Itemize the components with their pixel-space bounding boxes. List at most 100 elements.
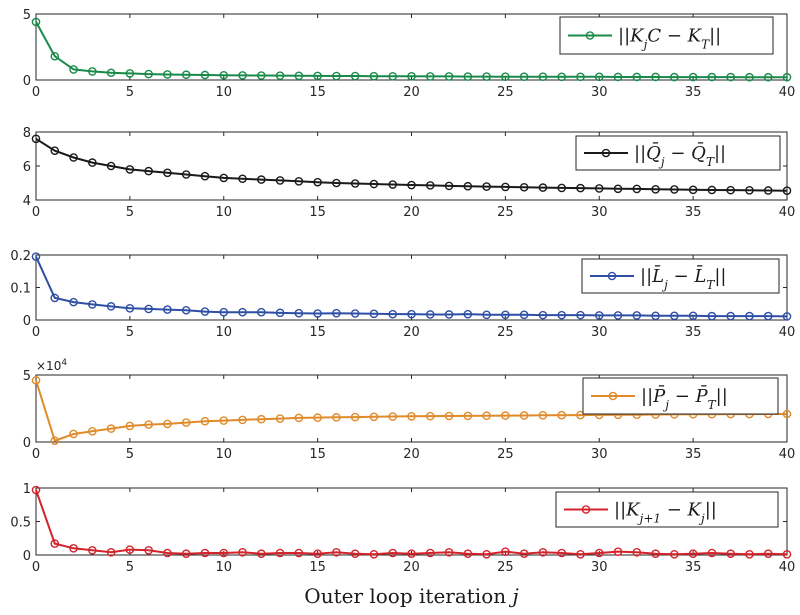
data-point <box>388 72 398 81</box>
x-tick-label: 30 <box>591 325 608 340</box>
data-point <box>632 72 642 82</box>
data-point <box>181 70 191 80</box>
data-point <box>31 134 41 144</box>
data-point <box>369 179 379 189</box>
data-point <box>763 186 773 195</box>
data-point <box>519 411 529 420</box>
data-point <box>200 171 210 181</box>
y-tick-label: 0 <box>23 436 31 451</box>
data-point <box>50 436 60 445</box>
data-point <box>294 548 304 558</box>
data-point <box>275 414 285 423</box>
data-point <box>782 72 792 82</box>
data-point <box>594 72 604 82</box>
data-point <box>332 308 341 318</box>
data-point <box>256 549 266 558</box>
data-point <box>106 302 116 311</box>
data-point <box>763 72 773 82</box>
data-point <box>219 70 229 80</box>
data-point <box>163 168 172 178</box>
x-tick-label: 40 <box>779 205 796 220</box>
series-line <box>35 256 788 318</box>
data-point <box>88 67 97 76</box>
legend-marker <box>585 31 595 40</box>
data-point <box>557 410 567 420</box>
legend-marker <box>601 148 611 158</box>
data-point <box>651 549 660 558</box>
data-point <box>369 71 379 81</box>
data-point <box>125 165 135 174</box>
series-line <box>35 137 788 192</box>
data-point <box>163 70 172 79</box>
data-point <box>31 17 41 27</box>
data-point <box>50 539 60 548</box>
data-point <box>482 550 491 559</box>
x-tick-label: 0 <box>32 85 40 100</box>
data-point <box>69 297 78 307</box>
data-point <box>50 146 60 155</box>
x-tick-label: 0 <box>32 205 40 220</box>
data-point <box>538 72 548 81</box>
data-point <box>463 549 473 558</box>
x-tick-label: 35 <box>685 325 702 340</box>
x-tick-label: 30 <box>591 560 608 575</box>
data-point <box>557 310 567 320</box>
data-point <box>594 184 604 193</box>
data-point <box>407 411 416 421</box>
data-point <box>726 549 735 558</box>
x-tick-label: 40 <box>779 325 796 340</box>
data-point <box>219 307 229 317</box>
data-point <box>350 549 360 558</box>
data-point <box>782 409 792 419</box>
data-point <box>163 419 172 429</box>
data-point <box>576 72 585 82</box>
data-point <box>219 548 229 558</box>
legend-marker <box>608 391 618 401</box>
data-point <box>425 411 435 421</box>
data-point <box>106 161 116 171</box>
data-point <box>256 414 266 424</box>
data-point <box>294 308 304 318</box>
x-tick-label: 30 <box>591 205 608 220</box>
data-point <box>69 544 78 553</box>
subplot-1: 0 5 10 15 20 25 30 35 40 0 5 ||KjC − KT|| <box>23 8 796 100</box>
series-line <box>35 21 787 79</box>
data-point <box>313 309 322 318</box>
x-tick-label: 5 <box>126 560 134 575</box>
subplot-5: 0 5 10 15 20 25 30 35 40 0 0.5 1 ||Kj+1 − Kj|| Outer … <box>10 482 795 608</box>
data-point <box>219 416 229 425</box>
data-point <box>782 312 792 321</box>
data-point <box>745 186 754 195</box>
data-point <box>538 183 548 192</box>
data-point <box>594 311 604 320</box>
data-point <box>294 176 304 186</box>
data-point <box>425 72 435 81</box>
data-point <box>613 72 623 82</box>
data-point <box>707 185 717 195</box>
data-point <box>388 548 398 558</box>
x-tick-label: 15 <box>309 85 326 100</box>
data-point <box>144 546 153 555</box>
x-tick-label: 20 <box>403 560 420 575</box>
data-point <box>144 69 153 79</box>
data-point <box>538 310 548 320</box>
x-tick-label: 35 <box>685 560 702 575</box>
data-point <box>688 549 698 558</box>
data-point <box>332 413 341 422</box>
data-point <box>31 485 41 495</box>
data-point <box>463 72 473 81</box>
data-point <box>444 411 454 421</box>
data-point <box>576 310 585 320</box>
data-point <box>425 548 435 558</box>
data-point <box>670 311 679 321</box>
data-point <box>538 411 548 420</box>
y-tick-label: 0 <box>23 74 31 89</box>
data-point <box>69 429 78 439</box>
data-point <box>444 72 454 81</box>
data-point <box>332 178 341 188</box>
data-point <box>144 304 153 314</box>
data-point <box>238 174 247 184</box>
x-tick-label: 25 <box>497 85 514 100</box>
x-tick-label: 20 <box>403 325 420 340</box>
